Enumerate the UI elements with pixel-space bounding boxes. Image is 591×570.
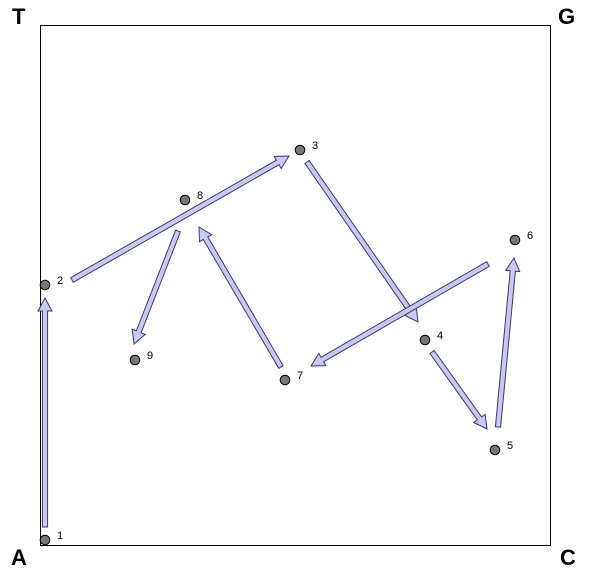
point-4 [419, 334, 431, 346]
arrow-5-to-6 [494, 256, 521, 428]
arrows-layer [37, 155, 521, 528]
point-label-8: 8 [197, 190, 203, 202]
arrow-3-to-4 [304, 159, 419, 323]
point-label-4: 4 [437, 330, 443, 342]
corner-label-bottom-right: C [560, 545, 576, 570]
point-2 [39, 279, 51, 291]
arrow-2-to-3 [70, 155, 290, 283]
arrow-8-to-9 [131, 229, 182, 345]
point-1 [39, 534, 51, 546]
point-6 [509, 234, 521, 246]
point-label-3: 3 [312, 140, 318, 152]
point-5 [489, 444, 501, 456]
point-3 [294, 144, 306, 156]
points-layer: 1 2 3 4 5 6 7 8 9 [39, 140, 533, 546]
point-8 [179, 194, 191, 206]
arrow-4-to-5 [429, 349, 488, 430]
point-9 [129, 354, 141, 366]
point-label-2: 2 [57, 275, 63, 287]
arrow-1-to-2 [37, 296, 53, 528]
corner-label-top-left: T [12, 4, 26, 29]
point-label-1: 1 [57, 530, 63, 542]
corner-label-top-right: G [558, 4, 575, 29]
corner-label-bottom-left: A [11, 545, 27, 570]
point-label-9: 9 [147, 350, 153, 362]
point-label-6: 6 [527, 230, 533, 242]
point-7 [279, 374, 291, 386]
arrow-6-to-7 [310, 261, 490, 367]
point-label-5: 5 [507, 440, 513, 452]
arrow-7-to-8 [198, 226, 284, 369]
diagram-frame [40, 25, 551, 546]
point-label-7: 7 [297, 370, 303, 382]
